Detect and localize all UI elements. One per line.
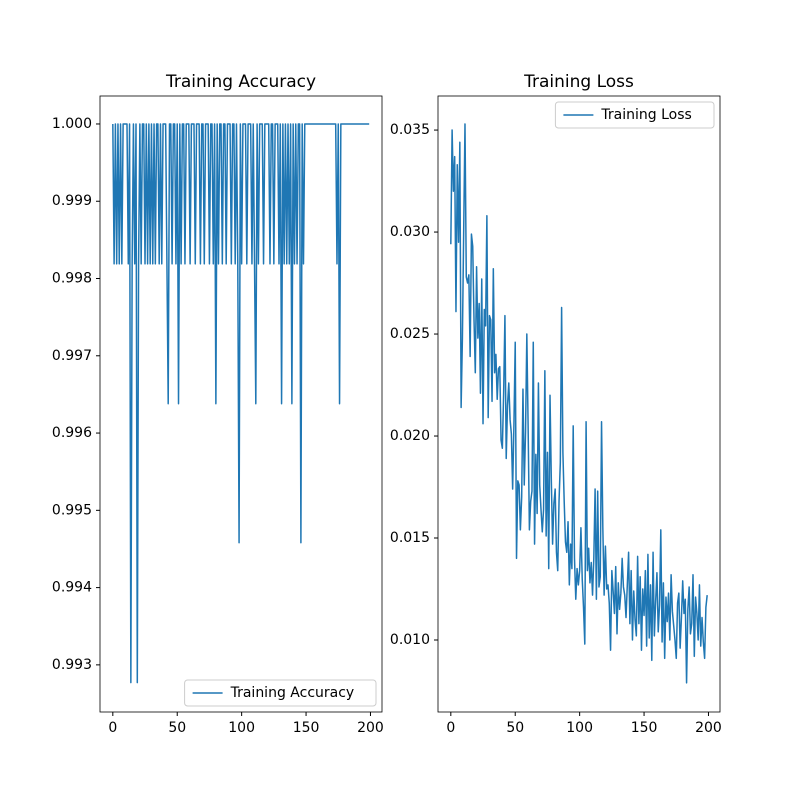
legend-label: Training Accuracy xyxy=(230,685,355,701)
y-tick-label: 0.015 xyxy=(390,530,430,546)
x-tick-label: 100 xyxy=(566,720,593,736)
x-tick-label: 0 xyxy=(108,720,117,736)
legend-label: Training Loss xyxy=(600,107,691,123)
plot-area xyxy=(450,123,708,684)
legend-box xyxy=(184,679,377,707)
axes-frame xyxy=(437,95,721,713)
x-tick-label: 150 xyxy=(631,720,658,736)
y-tick-label: 0.996 xyxy=(52,425,92,441)
y-tick-label: 0.999 xyxy=(52,193,92,209)
chart-title: Training Accuracy xyxy=(165,72,316,92)
axes-frame xyxy=(99,95,383,713)
y-tick-label: 1.000 xyxy=(52,116,92,132)
plot-area xyxy=(112,123,370,684)
x-tick-label: 150 xyxy=(293,720,320,736)
x-tick-label: 50 xyxy=(168,720,186,736)
y-tick-label: 0.010 xyxy=(390,632,430,648)
x-tick-label: 0 xyxy=(446,720,455,736)
y-tick-label: 0.994 xyxy=(52,580,92,596)
x-tick-label: 50 xyxy=(506,720,524,736)
y-tick-label: 0.030 xyxy=(390,224,430,240)
y-tick-label: 0.035 xyxy=(390,122,430,138)
legend-box xyxy=(554,101,715,129)
y-tick-label: 0.995 xyxy=(52,502,92,518)
y-tick-label: 0.020 xyxy=(390,428,430,444)
x-tick-label: 200 xyxy=(357,720,384,736)
y-tick-label: 0.998 xyxy=(52,271,92,287)
data-line xyxy=(450,123,708,684)
x-tick-label: 200 xyxy=(695,720,722,736)
x-tick-label: 100 xyxy=(228,720,255,736)
y-tick-label: 0.993 xyxy=(52,657,92,673)
data-line xyxy=(112,123,370,684)
y-tick-label: 0.997 xyxy=(52,348,92,364)
y-tick-label: 0.025 xyxy=(390,326,430,342)
chart-title: Training Loss xyxy=(523,72,634,92)
